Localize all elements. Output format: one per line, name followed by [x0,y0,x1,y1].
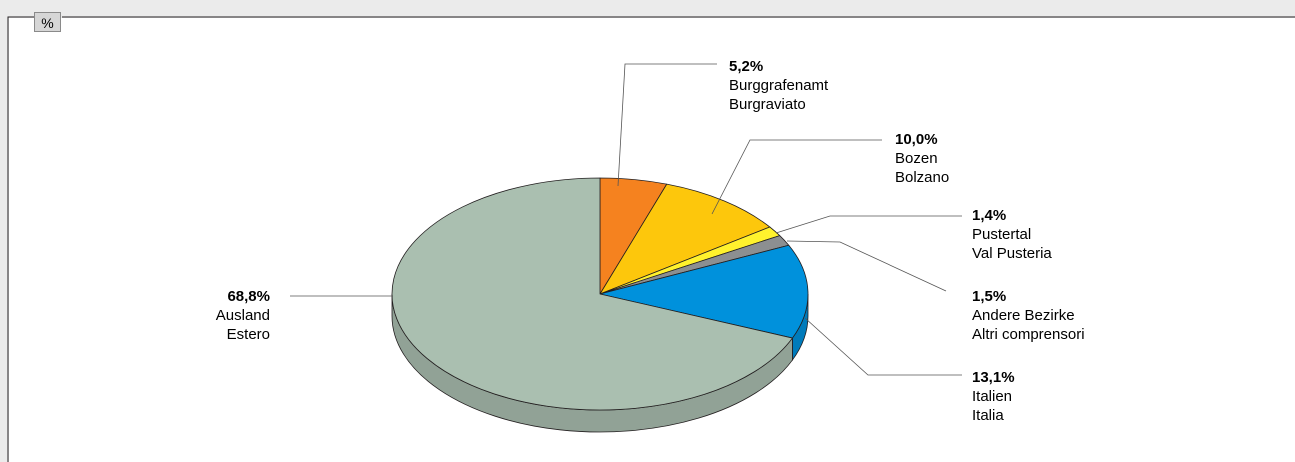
slice-name-it: Burgraviato [729,95,828,114]
slice-label-andere-bezirke: 1,5% Andere Bezirke Altri comprensori [972,287,1085,344]
slice-label-burggrafenamt: 5,2% Burggrafenamt Burgraviato [729,57,828,114]
slice-percent: 10,0% [895,130,949,149]
slice-name-de: Ausland [190,306,270,325]
slice-percent: 13,1% [972,368,1015,387]
slice-label-bozen: 10,0% Bozen Bolzano [895,130,949,187]
slice-label-ausland: 68,8% Ausland Estero [190,287,270,344]
slice-percent: 1,4% [972,206,1052,225]
slice-label-italien: 13,1% Italien Italia [972,368,1015,425]
slice-name-de: Pustertal [972,225,1052,244]
pie-chart [392,178,808,432]
unit-label: % [34,12,61,32]
slice-percent: 68,8% [190,287,270,306]
slice-label-pustertal: 1,4% Pustertal Val Pusteria [972,206,1052,263]
slice-name-it: Estero [190,325,270,344]
slice-name-it: Bolzano [895,168,949,187]
slice-name-it: Altri comprensori [972,325,1085,344]
slice-name-de: Andere Bezirke [972,306,1085,325]
slice-name-de: Burggrafenamt [729,76,828,95]
slice-percent: 1,5% [972,287,1085,306]
slice-name-it: Val Pusteria [972,244,1052,263]
slice-name-de: Italien [972,387,1015,406]
slice-name-de: Bozen [895,149,949,168]
slice-name-it: Italia [972,406,1015,425]
slice-percent: 5,2% [729,57,828,76]
